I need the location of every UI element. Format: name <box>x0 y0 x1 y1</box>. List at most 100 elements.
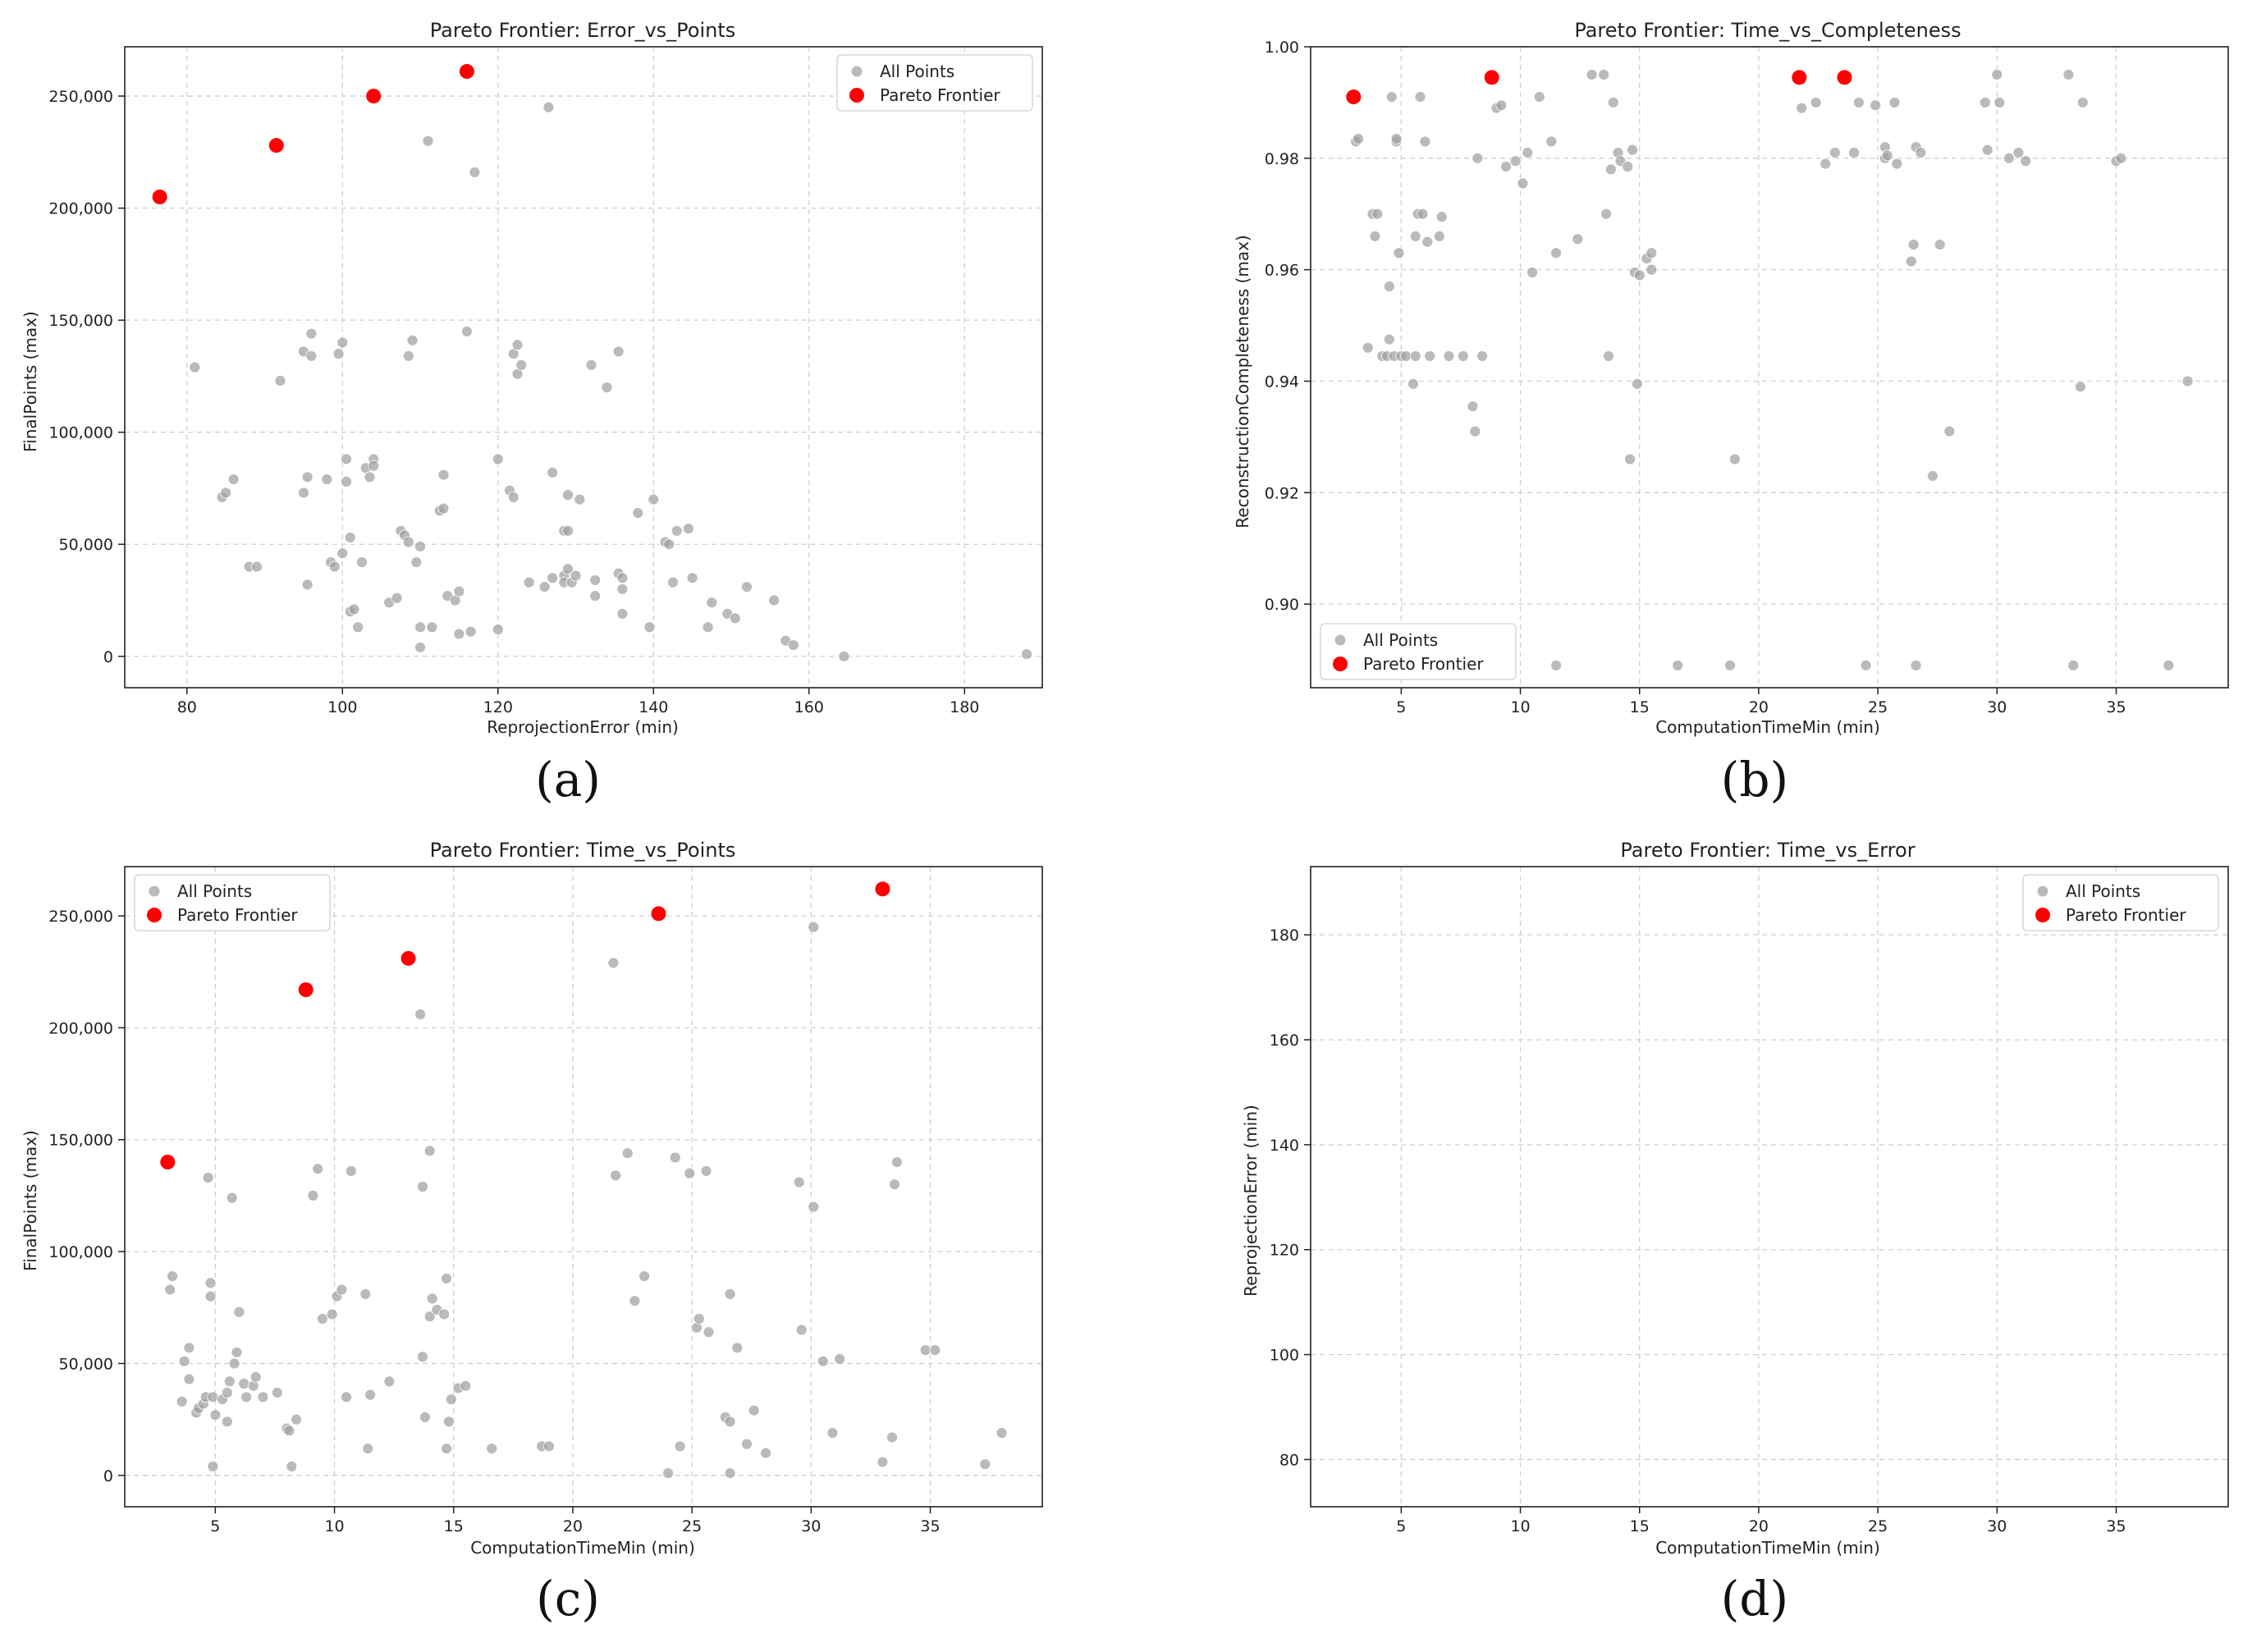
pareto-point <box>298 982 314 997</box>
data-point <box>2076 97 2089 108</box>
data-point <box>257 1391 269 1403</box>
data-point <box>167 1270 178 1282</box>
x-tick-label: 15 <box>444 1517 464 1535</box>
data-point <box>1598 69 1610 80</box>
chart-title-d: Pareto Frontier: Time_vs_Error <box>1620 839 1915 862</box>
data-point <box>321 474 333 485</box>
legend-label-pareto-frontier: Pareto Frontier <box>177 905 298 925</box>
data-point <box>341 1391 352 1403</box>
data-point <box>1829 147 1841 158</box>
data-point <box>616 572 629 584</box>
data-point <box>1424 350 1436 362</box>
data-point <box>301 471 314 483</box>
plot-area-a: 80 100 120 140 160 180 0 50,000 100,000 150,000 20… <box>48 46 1043 716</box>
data-point <box>1522 147 1534 158</box>
subfigure-label-b: (b) <box>1721 752 1788 808</box>
data-point <box>1409 350 1421 362</box>
data-point <box>336 1284 348 1296</box>
y-tick-label: 140 <box>1270 1137 1299 1155</box>
data-point <box>1646 263 1658 276</box>
data-point <box>542 1440 555 1453</box>
panel-d: Pareto Frontier: Time_vs_Error 5 10 15 20 25… <box>1241 839 2229 1627</box>
chart-title-b: Pareto Frontier: Time_vs_Completeness <box>1574 19 1961 42</box>
data-point <box>426 1293 438 1305</box>
x-tick-label: 160 <box>794 698 824 716</box>
pareto-point <box>1346 89 1362 105</box>
data-point <box>441 1272 452 1284</box>
data-point <box>589 590 602 602</box>
data-point <box>202 1172 214 1183</box>
data-point <box>979 1458 991 1471</box>
x-tick-label: 10 <box>324 1517 344 1535</box>
data-point <box>348 603 360 615</box>
data-point <box>307 1190 319 1201</box>
pareto-point <box>459 64 474 80</box>
data-point <box>1545 135 1558 148</box>
legend-label-pareto-frontier: Pareto Frontier <box>1363 654 1484 674</box>
data-point <box>1517 177 1529 190</box>
data-point <box>562 563 574 575</box>
data-point <box>176 1395 188 1407</box>
legend-label-pareto-frontier: Pareto Frontier <box>880 85 1000 105</box>
data-point <box>808 1201 820 1213</box>
legend-all-points-marker <box>149 885 160 897</box>
data-point <box>1362 341 1374 354</box>
data-point <box>1852 97 1865 108</box>
data-point <box>1881 149 1893 162</box>
data-point <box>1495 99 1508 112</box>
data-point <box>787 639 799 652</box>
data-point <box>286 1461 298 1472</box>
legend-label-all-points: All Points <box>880 62 954 81</box>
data-point <box>453 628 465 640</box>
data-point <box>1870 99 1882 112</box>
data-point <box>1371 208 1384 220</box>
data-point <box>223 1375 236 1388</box>
x-axis-label-a: ReprojectionError (min) <box>487 717 679 737</box>
data-point <box>1672 659 1684 671</box>
legend-pareto-marker <box>147 908 162 922</box>
data-point <box>1476 350 1488 362</box>
data-point <box>228 1357 240 1370</box>
data-point <box>808 921 820 933</box>
data-point <box>1407 378 1419 390</box>
data-point <box>507 491 520 503</box>
data-point <box>221 1387 233 1398</box>
data-point <box>616 607 629 620</box>
data-point <box>1385 91 1398 103</box>
y-tick-label: 0.90 <box>1265 596 1299 614</box>
data-point <box>402 536 414 548</box>
data-point <box>674 1440 686 1453</box>
data-point <box>1435 211 1448 223</box>
data-point <box>1586 69 1598 80</box>
x-tick-label: 25 <box>1868 1517 1888 1535</box>
x-tick-label: 5 <box>210 1517 220 1535</box>
data-point <box>1383 281 1395 292</box>
data-point <box>352 621 364 634</box>
legend-all-points-marker <box>1334 634 1346 646</box>
data-point <box>1724 659 1736 671</box>
data-point <box>700 1165 712 1177</box>
data-point <box>465 625 477 638</box>
data-point <box>305 350 318 362</box>
data-point <box>1624 453 1636 465</box>
data-point <box>437 469 450 481</box>
data-point <box>1443 350 1455 362</box>
data-point <box>291 1413 302 1425</box>
y-axis-label-b: ReconstructionCompleteness (max) <box>1233 235 1252 528</box>
data-point <box>364 471 376 483</box>
data-point <box>443 1416 455 1428</box>
axes-frame <box>1310 46 2229 689</box>
y-tick-label: 50,000 <box>59 536 113 554</box>
x-axis-label-d: ComputationTimeMin (min) <box>1655 1538 1880 1558</box>
y-axis-label-a: FinalPoints (max) <box>21 311 40 452</box>
data-point <box>336 547 349 560</box>
data-point <box>341 453 352 465</box>
subfigure-label-a: (a) <box>535 752 601 808</box>
y-tick-label: 100 <box>1270 1347 1299 1365</box>
data-point <box>683 523 694 535</box>
data-point <box>317 1313 328 1325</box>
data-point <box>1393 247 1405 259</box>
legend-box <box>1320 623 1517 680</box>
data-point <box>724 1416 736 1428</box>
data-point <box>492 624 504 635</box>
